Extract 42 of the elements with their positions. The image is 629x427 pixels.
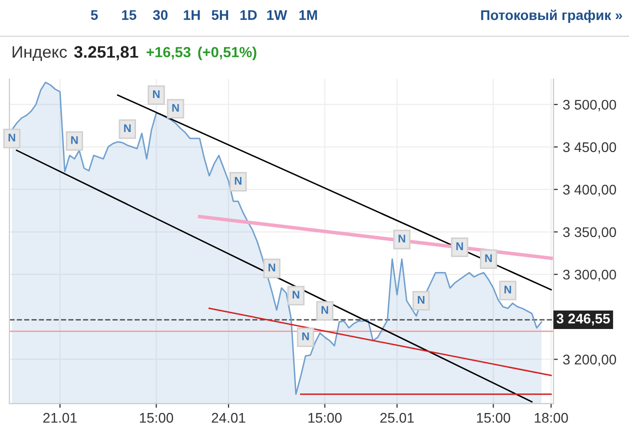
data-label: N xyxy=(172,104,179,112)
data-label: N xyxy=(268,264,276,272)
text: 15 xyxy=(122,10,136,20)
data-label: N xyxy=(322,306,328,314)
data-label: N xyxy=(153,90,160,98)
x-tick-label: 15:00 xyxy=(308,412,342,423)
x-tick-label: 15:00 xyxy=(140,412,174,423)
text: 1D xyxy=(240,10,257,20)
data-label: N xyxy=(71,136,78,144)
y-tick-label: 3 350,00 xyxy=(563,227,616,239)
data-label: N xyxy=(302,332,309,340)
x-tick-label: 18:00 xyxy=(534,412,568,423)
text: 1M xyxy=(299,10,317,20)
data-label: N xyxy=(418,296,424,304)
y-tick-label: 3 300,00 xyxy=(563,270,616,282)
y-tick-label: 3 400,00 xyxy=(563,184,616,196)
data-label: N xyxy=(234,177,242,185)
text: (+0,51%) xyxy=(198,46,256,60)
text: +16,53 xyxy=(146,46,191,60)
y-tick-label: 3 500,00 xyxy=(563,100,616,112)
text: 1W xyxy=(267,10,288,20)
text: 5 xyxy=(90,10,98,20)
data-label: N xyxy=(292,290,300,298)
text: 1H xyxy=(184,10,200,20)
x-tick-label: 15:00 xyxy=(477,412,510,423)
data-label: N xyxy=(485,254,492,262)
text: Потоковый график » xyxy=(481,10,622,23)
chart-title: Индекс xyxy=(12,46,67,62)
chart-subtitle: 3.251,81 xyxy=(74,46,138,60)
text: 30 xyxy=(152,10,168,20)
data-label: N xyxy=(8,134,16,142)
y-tick-label: 3 450,00 xyxy=(563,142,616,154)
x-tick-label: 24.01 xyxy=(212,412,246,423)
x-tick-label: 21.01 xyxy=(43,412,77,423)
x-tick-label: 25.01 xyxy=(380,412,414,423)
data-label: N xyxy=(124,124,131,132)
data-label: N xyxy=(504,286,512,294)
y-tick-label: 3 200,00 xyxy=(563,354,616,366)
data-label: N xyxy=(398,234,406,242)
data-label: N xyxy=(456,242,463,250)
text: 5H xyxy=(212,10,228,20)
ref-line-label: 3 246,55 xyxy=(556,314,610,326)
